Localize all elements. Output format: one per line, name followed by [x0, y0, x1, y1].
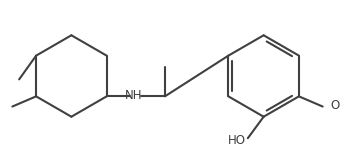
- Text: O: O: [331, 99, 340, 112]
- Text: NH: NH: [125, 89, 143, 102]
- Text: HO: HO: [228, 134, 246, 147]
